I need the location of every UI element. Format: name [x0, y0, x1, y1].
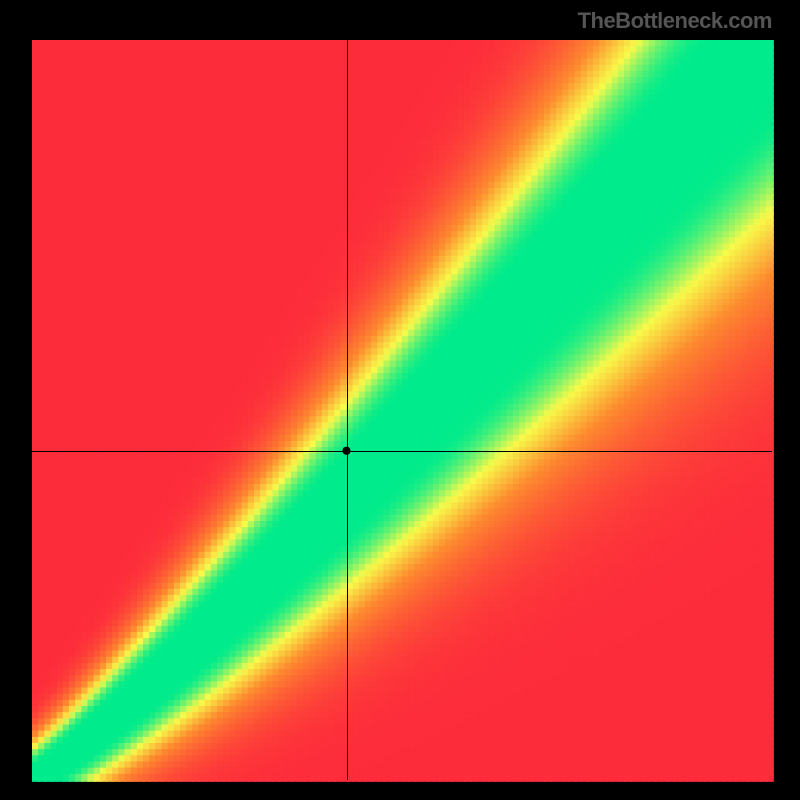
bottleneck-heatmap [0, 0, 800, 800]
watermark-text: TheBottleneck.com [578, 8, 772, 34]
